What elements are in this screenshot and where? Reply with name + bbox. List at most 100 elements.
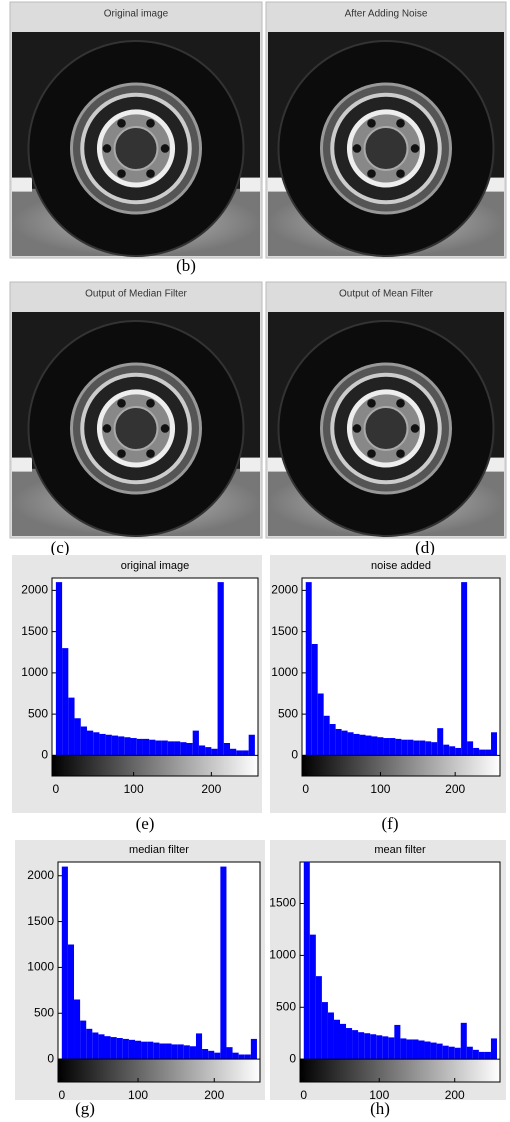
lug-hole — [367, 119, 376, 128]
bar — [430, 1042, 437, 1060]
lug-hole — [396, 169, 405, 178]
bar — [425, 741, 432, 756]
y-tick-label: 1500 — [27, 914, 54, 928]
bar — [186, 743, 193, 756]
lug-hole — [410, 144, 420, 153]
bar — [205, 747, 212, 756]
lug-hole — [160, 424, 170, 433]
lug-hole — [396, 449, 405, 458]
lug-hole — [367, 449, 376, 458]
bar — [484, 1051, 491, 1060]
y-tick-label: 500 — [28, 706, 48, 720]
x-tick-label: 200 — [201, 782, 221, 796]
image-panel: Output of Median Filter — [9, 281, 263, 539]
bar — [376, 1035, 383, 1060]
bar — [62, 648, 69, 756]
y-tick-label: 1000 — [27, 960, 54, 974]
colorbar — [51, 754, 259, 777]
x-tick-label: 100 — [370, 782, 390, 796]
colorbar — [57, 1058, 261, 1083]
bar — [195, 1033, 203, 1060]
image-title: Original image — [104, 9, 169, 20]
hub — [113, 125, 159, 171]
bar — [454, 1047, 461, 1060]
lug-hole — [102, 144, 112, 153]
bar — [93, 732, 100, 756]
bar — [110, 1037, 117, 1060]
x-tick-label: 0 — [53, 782, 60, 796]
bar — [436, 1043, 443, 1060]
chart-title: original image — [121, 560, 189, 572]
bar — [327, 1012, 334, 1060]
x-tick-label: 200 — [204, 1088, 224, 1102]
image-panel: Original image — [9, 1, 263, 259]
bar — [136, 738, 143, 756]
bar — [466, 1046, 473, 1060]
y-tick-label: 2000 — [21, 583, 48, 597]
bar — [418, 1040, 425, 1060]
caption: (b) — [176, 256, 196, 275]
bar — [323, 715, 330, 756]
bar — [352, 1030, 359, 1060]
bar — [370, 1034, 377, 1060]
bar — [111, 735, 119, 756]
y-tick-label: 0 — [41, 748, 48, 762]
bar — [250, 1038, 257, 1060]
bar — [92, 1032, 99, 1060]
bar — [347, 732, 354, 756]
lug-hole — [117, 449, 126, 458]
bar — [155, 740, 162, 756]
bar — [419, 740, 426, 756]
bar — [333, 1019, 340, 1060]
y-tick-label: 0 — [289, 1051, 296, 1065]
bar — [424, 1041, 431, 1060]
x-tick-label: 100 — [124, 782, 144, 796]
lug-hole — [146, 399, 155, 408]
x-tick-label: 200 — [445, 782, 465, 796]
lug-hole — [367, 169, 376, 178]
image-title: After Adding Noise — [345, 9, 428, 20]
lug-hole — [352, 424, 362, 433]
bar — [55, 582, 63, 756]
caption: (g) — [75, 1099, 95, 1118]
bar — [68, 697, 75, 756]
lug-hole — [410, 424, 420, 433]
bar — [189, 1046, 196, 1060]
bar — [490, 1038, 497, 1060]
bar — [161, 740, 168, 756]
curb — [12, 177, 32, 192]
bar — [130, 738, 137, 756]
bar — [104, 1036, 111, 1060]
bar — [303, 862, 310, 1060]
lug-hole — [396, 399, 405, 408]
y-tick-label: 500 — [276, 999, 296, 1013]
lug-hole — [396, 119, 405, 128]
bar — [217, 582, 224, 756]
bar — [315, 976, 322, 1060]
lug-hole — [160, 144, 170, 153]
bar — [377, 737, 384, 756]
colorbar — [299, 1058, 501, 1083]
lug-hole — [352, 144, 362, 153]
bar — [171, 1044, 178, 1060]
bar — [214, 1052, 221, 1060]
bar — [244, 1054, 251, 1060]
bar — [67, 944, 75, 1060]
bar — [321, 1002, 328, 1060]
lug-hole — [117, 119, 126, 128]
bar — [99, 733, 106, 756]
bar — [388, 1037, 395, 1060]
bar — [340, 1023, 347, 1060]
x-tick-label: 100 — [128, 1088, 148, 1102]
bar — [98, 1034, 105, 1060]
bar — [412, 1039, 419, 1060]
bar — [455, 747, 462, 756]
bar — [147, 1041, 154, 1060]
bar — [341, 730, 348, 756]
curb — [12, 457, 32, 472]
bar — [242, 750, 249, 756]
bar — [407, 739, 414, 756]
bar — [443, 744, 450, 756]
